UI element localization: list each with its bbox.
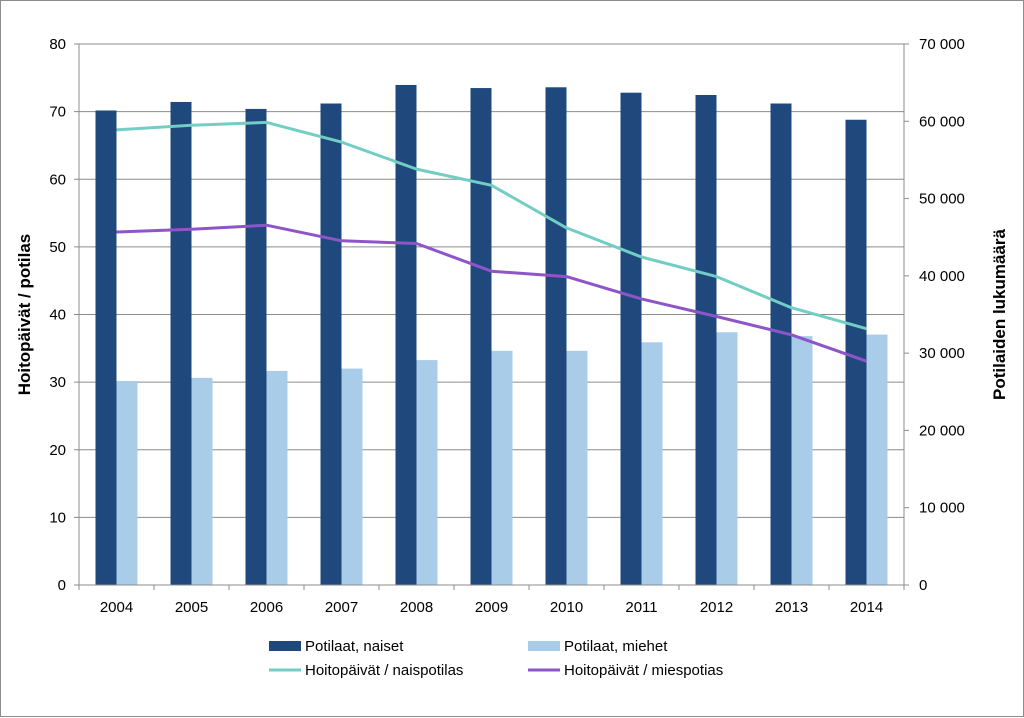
- bar-2013-series-1: [791, 336, 813, 585]
- bar-2009-series-0: [470, 88, 492, 585]
- left-axis-tick-label: 30: [49, 374, 66, 391]
- bar-2012-series-1: [716, 332, 738, 585]
- legend-swatch-0: [269, 641, 301, 651]
- legend-label-1: Potilaat, miehet: [564, 638, 668, 655]
- legend-label-0: Potilaat, naiset: [305, 638, 404, 655]
- left-axis-tick-label: 0: [58, 577, 66, 594]
- bar-2004-series-0: [95, 110, 117, 586]
- x-axis-tick-label: 2004: [100, 599, 133, 616]
- x-axis-tick-label: 2008: [400, 599, 433, 616]
- bar-2011-series-0: [620, 92, 642, 585]
- left-axis-tick-label: 60: [49, 171, 66, 188]
- right-axis-title: Potilaiden lukumäärä: [990, 228, 1009, 400]
- left-axis-tick-label: 50: [49, 239, 66, 256]
- left-axis-tick-label: 70: [49, 104, 66, 121]
- right-axis-tick-label: 50 000: [919, 191, 965, 208]
- legend-label-3: Hoitopäivät / miespotias: [564, 662, 723, 679]
- bar-2013-series-0: [770, 103, 792, 585]
- bar-2006-series-0: [245, 108, 267, 586]
- bar-2010-series-0: [545, 87, 567, 585]
- bar-2007-series-1: [341, 368, 363, 585]
- line-series-3: [116, 223, 867, 363]
- bar-2005-series-0: [170, 101, 192, 585]
- x-axis-tick-label: 2012: [700, 599, 733, 616]
- right-axis-tick-label: 20 000: [919, 422, 965, 439]
- bar-2006-series-1: [266, 370, 288, 585]
- bar-2011-series-1: [641, 342, 663, 585]
- right-axis-tick-label: 10 000: [919, 500, 965, 517]
- x-axis-tick-label: 2011: [625, 599, 657, 616]
- right-axis-tick-label: 0: [919, 577, 927, 594]
- left-axis-tick-label: 20: [49, 442, 66, 459]
- x-axis-tick-label: 2010: [550, 599, 583, 616]
- bar-2008-series-1: [416, 360, 438, 585]
- bar-2005-series-1: [191, 377, 213, 585]
- line-series-2: [116, 120, 867, 331]
- right-axis-tick-label: 60 000: [919, 113, 965, 130]
- left-axis-tick-label: 40: [49, 307, 66, 324]
- x-axis-tick-label: 2006: [250, 599, 283, 616]
- legend-label-2: Hoitopäivät / naispotilas: [305, 662, 463, 679]
- x-axis-tick-label: 2007: [325, 599, 358, 616]
- bar-2014-series-1: [866, 334, 888, 585]
- right-axis-tick-label: 40 000: [919, 268, 965, 285]
- x-axis-tick-label: 2009: [475, 599, 508, 616]
- bar-2010-series-1: [566, 350, 588, 585]
- bar-2008-series-0: [395, 84, 417, 585]
- left-axis-tick-label: 10: [49, 509, 66, 526]
- x-axis-tick-label: 2013: [775, 599, 808, 616]
- right-axis-tick-label: 30 000: [919, 345, 965, 362]
- bar-2014-series-0: [845, 119, 867, 586]
- left-axis-title: Hoitopäivät / potilas: [15, 234, 34, 396]
- bar-2007-series-0: [320, 103, 342, 585]
- bar-2012-series-0: [695, 95, 717, 585]
- left-axis-tick-label: 80: [49, 36, 66, 53]
- bar-2009-series-1: [491, 350, 513, 585]
- x-axis-tick-label: 2014: [850, 599, 883, 616]
- right-axis-tick-label: 70 000: [919, 36, 965, 53]
- legend-swatch-1: [528, 641, 560, 651]
- x-axis-tick-label: 2005: [175, 599, 208, 616]
- bar-2004-series-1: [116, 380, 138, 585]
